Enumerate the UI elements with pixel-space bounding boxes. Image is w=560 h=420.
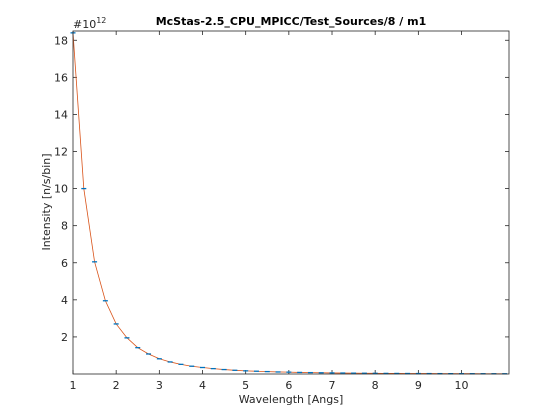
plot-area <box>73 31 509 374</box>
chart-title: McStas-2.5_CPU_MPICC/Test_Sources/8 / m1 <box>156 15 427 28</box>
y-tick-label: 8 <box>61 220 68 233</box>
y-axis-exponent: #1012 <box>73 16 106 31</box>
y-tick-label: 6 <box>61 257 68 270</box>
y-tick-label: 4 <box>61 294 68 307</box>
x-tick-label: 8 <box>372 379 379 392</box>
x-tick-label: 10 <box>455 379 469 392</box>
plot-frame <box>72 30 510 375</box>
x-tick-label: 5 <box>242 379 249 392</box>
y-tick-label: 2 <box>61 331 68 344</box>
x-tick-label: 1 <box>70 379 77 392</box>
y-tick-label: 12 <box>54 146 68 159</box>
y-axis-title: Intensity [n/s/bin] <box>40 153 53 250</box>
x-tick-label: 7 <box>329 379 336 392</box>
y-tick-label: 18 <box>54 34 68 47</box>
y-tick-label: 16 <box>54 71 68 84</box>
x-tick-label: 3 <box>156 379 163 392</box>
x-axis-title: Wavelength [Angs] <box>239 393 344 406</box>
x-tick-label: 4 <box>199 379 206 392</box>
x-tick-label: 9 <box>415 379 422 392</box>
x-tick-label: 2 <box>113 379 120 392</box>
y-tick-label: 10 <box>54 183 68 196</box>
x-tick-label: 6 <box>285 379 292 392</box>
y-tick-label: 14 <box>54 108 68 121</box>
